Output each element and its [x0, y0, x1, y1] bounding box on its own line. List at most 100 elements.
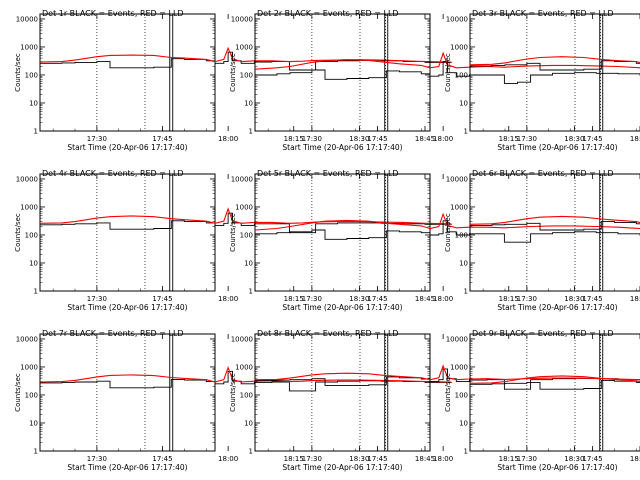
detector-panel: Det 6r BLACK = Events, RED = LLD11010010… — [444, 169, 640, 312]
x-tick-label: 17:45 — [367, 295, 387, 303]
x-tick-label: 17:45 — [152, 455, 172, 463]
y-axis-label: Counts/sec — [444, 373, 452, 412]
events-series-line — [470, 221, 640, 231]
y-tick-label: 10000 — [16, 15, 38, 23]
x-tick-label: 18:45 — [415, 295, 435, 303]
x-tick-label: 18:45 — [630, 455, 640, 463]
y-tick-label: 100 — [240, 391, 253, 399]
detector-panel: Det 8r BLACK = Events, RED = LLD11010010… — [229, 329, 640, 472]
x-tick-label: 17:45 — [152, 295, 172, 303]
detector-panel: Det 3r BLACK = Events, RED = LLD11010010… — [444, 9, 640, 152]
x-tick-label: 18:00 — [218, 135, 238, 143]
x-tick-label: 17:45 — [367, 135, 387, 143]
y-tick-label: 10000 — [446, 15, 468, 23]
y-tick-label: 10 — [459, 259, 468, 267]
x-tick-label: 18:30 — [349, 295, 369, 303]
y-tick-label: 10 — [244, 419, 253, 427]
x-tick-label: 18:00 — [433, 295, 453, 303]
y-tick-label: 1 — [464, 288, 468, 296]
x-tick-label: 18:30 — [564, 135, 584, 143]
x-tick-label: 17:45 — [582, 455, 602, 463]
x-tick-label: 17:30 — [517, 295, 537, 303]
y-tick-label: 1000 — [20, 363, 38, 371]
x-tick-label: 17:30 — [517, 455, 537, 463]
detector-panel: Det 4r BLACK = Events, RED = LLD11010010… — [14, 169, 452, 312]
y-tick-label: 10 — [244, 259, 253, 267]
y-tick-label: 1 — [249, 288, 253, 296]
x-axis-label: Start Time (20-Apr-06 17:17:40) — [282, 303, 402, 312]
y-tick-label: 10000 — [446, 335, 468, 343]
y-tick-label: 1000 — [450, 363, 468, 371]
x-axis-label: Start Time (20-Apr-06 17:17:40) — [282, 143, 402, 152]
plot-frame — [39, 13, 216, 132]
x-axis-label: Start Time (20-Apr-06 17:17:40) — [67, 303, 187, 312]
lld-series-line — [469, 56, 640, 66]
plot-frame — [469, 333, 640, 452]
x-tick-label: 18:00 — [218, 295, 238, 303]
x-tick-label: 18:45 — [415, 135, 435, 143]
x-tick-label: 17:45 — [152, 135, 172, 143]
y-tick-label: 1000 — [20, 203, 38, 211]
events-series-line — [470, 379, 640, 390]
x-tick-label: 17:30 — [302, 455, 322, 463]
x-tick-label: 17:45 — [582, 135, 602, 143]
detector-panel: Det 7r BLACK = Events, RED = LLD11010010… — [14, 329, 452, 472]
y-tick-label: 1 — [464, 448, 468, 456]
lld-series-line — [469, 215, 640, 225]
events-series-line — [470, 60, 640, 71]
x-tick-label: 17:30 — [302, 135, 322, 143]
plot-frame — [469, 13, 640, 132]
x-tick-label: 18:30 — [564, 295, 584, 303]
x-tick-label: 18:45 — [630, 135, 640, 143]
y-tick-label: 1000 — [450, 203, 468, 211]
x-tick-label: 18:15 — [499, 455, 519, 463]
x-tick-label: 18:15 — [284, 295, 304, 303]
x-tick-label: 17:30 — [87, 295, 107, 303]
y-axis-label: Counts/sec — [14, 373, 22, 412]
y-tick-label: 10000 — [16, 175, 38, 183]
x-tick-label: 17:30 — [302, 295, 322, 303]
y-tick-label: 1000 — [450, 43, 468, 51]
y-axis-label: Counts/sec — [14, 53, 22, 92]
x-axis-label: Start Time (20-Apr-06 17:17:40) — [497, 143, 617, 152]
detector-panel: Det 5r BLACK = Events, RED = LLD11010010… — [229, 169, 640, 312]
y-tick-label: 10 — [244, 99, 253, 107]
x-tick-label: 18:00 — [433, 135, 453, 143]
lld-series-line — [254, 364, 640, 381]
y-tick-label: 10000 — [231, 335, 253, 343]
y-tick-label: 100 — [455, 391, 468, 399]
y-tick-label: 10 — [459, 419, 468, 427]
x-tick-label: 17:45 — [367, 455, 387, 463]
lld-series-line — [254, 212, 640, 231]
y-tick-label: 1 — [464, 128, 468, 136]
x-tick-label: 17:45 — [582, 295, 602, 303]
plot-frame — [39, 173, 216, 292]
x-axis-label: Start Time (20-Apr-06 17:17:40) — [67, 143, 187, 152]
y-axis-label: Counts/sec — [14, 213, 22, 252]
y-tick-label: 10 — [459, 99, 468, 107]
y-tick-label: 100 — [455, 231, 468, 239]
x-tick-label: 17:30 — [87, 455, 107, 463]
x-tick-label: 18:15 — [284, 455, 304, 463]
y-axis-label: Counts/sec — [444, 213, 452, 252]
detector-panel: Det 2r BLACK = Events, RED = LLD11010010… — [229, 9, 640, 152]
y-tick-label: 1000 — [235, 43, 253, 51]
y-tick-label: 10000 — [231, 175, 253, 183]
x-tick-label: 18:30 — [349, 455, 369, 463]
y-tick-label: 100 — [25, 391, 38, 399]
y-tick-label: 1 — [249, 128, 253, 136]
y-tick-label: 10000 — [16, 335, 38, 343]
y-tick-label: 1 — [34, 448, 38, 456]
y-tick-label: 100 — [240, 71, 253, 79]
x-tick-label: 18:15 — [499, 135, 519, 143]
y-tick-label: 1000 — [235, 363, 253, 371]
y-tick-label: 100 — [25, 231, 38, 239]
events-series-line — [40, 212, 452, 234]
y-tick-label: 1 — [249, 448, 253, 456]
lld-series-line — [254, 51, 640, 70]
x-tick-label: 18:45 — [415, 455, 435, 463]
y-tick-label: 10000 — [446, 175, 468, 183]
lld-series-line — [469, 375, 640, 384]
x-tick-label: 18:30 — [564, 455, 584, 463]
